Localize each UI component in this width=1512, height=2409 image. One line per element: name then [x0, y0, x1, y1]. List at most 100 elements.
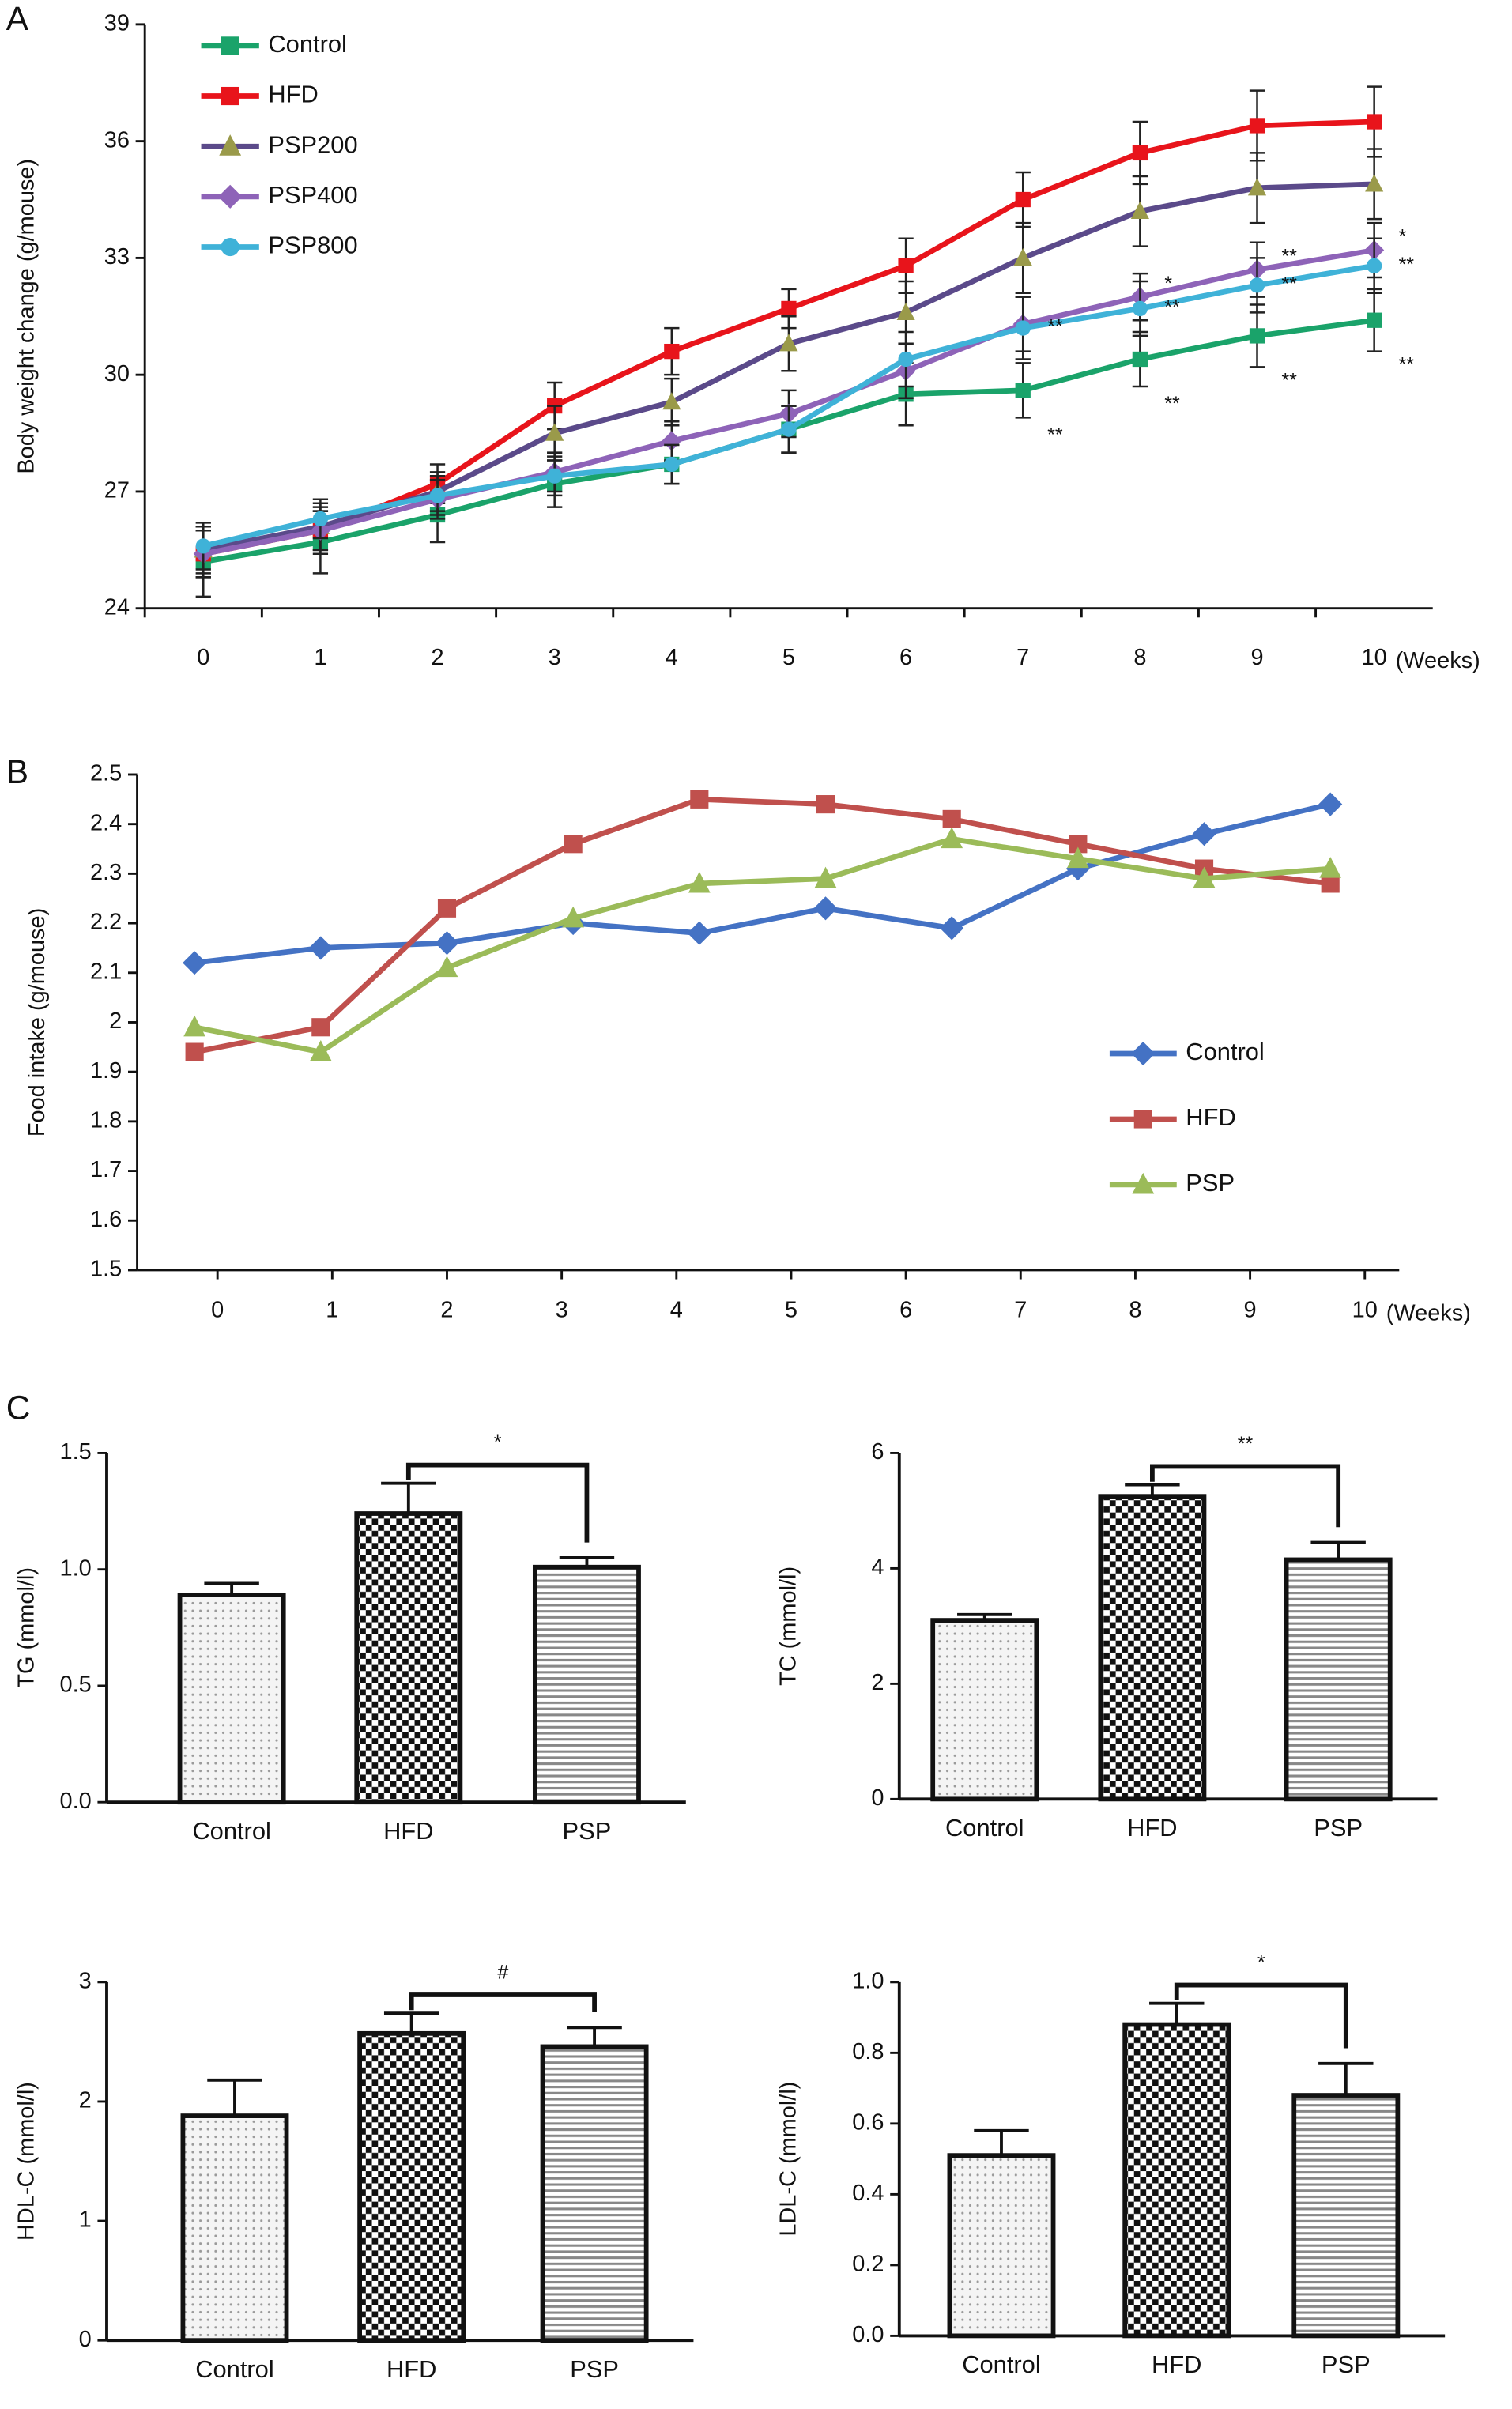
legend-label: PSP400 [268, 181, 357, 209]
y-tick-label: 2.3 [90, 860, 122, 885]
bar [1122, 2022, 1231, 2339]
marker [662, 392, 681, 410]
marker [1015, 383, 1031, 398]
marker [221, 36, 239, 55]
bar [1291, 2093, 1401, 2339]
bar [1098, 1494, 1207, 1802]
bar [354, 1511, 463, 1805]
x-axis-label: (Weeks) [1396, 648, 1480, 673]
error-bar [1310, 1540, 1366, 1560]
y-tick-label: 2.1 [90, 959, 122, 984]
y-axis-label: Body weight change (g/mouse) [13, 159, 39, 474]
panel-label: A [6, 0, 29, 37]
y-tick-label: 33 [104, 244, 130, 270]
marker [1318, 792, 1343, 816]
x-tick-label: PSP [563, 1817, 612, 1845]
y-tick-label: 39 [104, 11, 130, 36]
x-tick-label: 2 [440, 1298, 453, 1323]
bar [177, 1593, 286, 1805]
marker [183, 951, 207, 975]
x-tick-label: 9 [1244, 1298, 1257, 1323]
y-tick-label: 0.8 [852, 2039, 884, 2064]
marker [1132, 300, 1148, 317]
y-tick-label: 3 [79, 1968, 92, 1993]
significance-bracket [1174, 1982, 1348, 2049]
error-bar [1149, 2001, 1205, 2025]
significance-label: * [494, 1431, 502, 1453]
legend-label: PSP800 [268, 232, 357, 259]
x-tick-label: 10 [1362, 645, 1387, 670]
error-bar [974, 2128, 1029, 2156]
series-line [194, 836, 1331, 1055]
marker [311, 1018, 330, 1037]
marker [1133, 1110, 1152, 1129]
marker [781, 421, 797, 437]
marker [436, 956, 458, 978]
x-tick-label: 7 [1014, 1298, 1027, 1323]
marker [309, 1040, 332, 1061]
y-tick-label: 1.0 [59, 1555, 91, 1581]
marker [781, 300, 797, 317]
bar [532, 1564, 641, 1805]
marker [1249, 118, 1265, 134]
significance-label: ** [1164, 393, 1180, 415]
marker [547, 468, 563, 484]
x-tick-label: 5 [785, 1298, 797, 1323]
y-axis-label: TG (mmol/l) [13, 1567, 39, 1688]
marker [308, 936, 333, 960]
y-tick-label: 6 [871, 1439, 884, 1465]
y-tick-label: 30 [104, 361, 130, 386]
marker [562, 906, 585, 928]
x-tick-label: 0 [197, 645, 209, 670]
error-bar [207, 2078, 262, 2117]
y-tick-label: 1.5 [59, 1439, 91, 1465]
series-line [194, 801, 1331, 966]
marker [898, 351, 914, 368]
marker [1247, 178, 1267, 196]
x-tick-label: 1 [314, 645, 326, 670]
legend-label: HFD [1186, 1103, 1235, 1131]
marker [1249, 328, 1265, 344]
y-tick-label: 0 [871, 1785, 884, 1811]
significance-label: ** [1399, 254, 1415, 276]
x-tick-label: 5 [782, 645, 795, 670]
y-axis-label: TC (mmol/l) [776, 1566, 801, 1686]
y-tick-label: 2 [79, 2088, 92, 2113]
y-tick-label: 1.7 [90, 1157, 122, 1182]
y-tick-label: 2.2 [90, 910, 122, 935]
significance-label: ** [1399, 354, 1415, 376]
x-tick-label: 3 [556, 1298, 568, 1323]
error-bar [1318, 2061, 1374, 2096]
y-tick-label: 2 [109, 1008, 122, 1034]
x-tick-label: 0 [211, 1298, 224, 1323]
y-axis-label: HDL-C (mmol/l) [13, 2082, 39, 2241]
y-tick-label: 0.4 [852, 2181, 884, 2206]
marker [1319, 857, 1342, 878]
x-tick-label: HFD [383, 1817, 433, 1845]
legend-label: Control [268, 30, 346, 58]
y-tick-label: 0 [79, 2327, 92, 2352]
bar [930, 1618, 1039, 1802]
x-tick-label: PSP [1314, 1814, 1363, 1842]
y-tick-label: 1.6 [90, 1207, 122, 1232]
x-axis-label: (Weeks) [1386, 1301, 1471, 1326]
marker [1132, 1172, 1155, 1194]
y-tick-label: 27 [104, 478, 130, 503]
significance-label: ** [1281, 245, 1297, 267]
marker [664, 343, 680, 360]
x-tick-label: HFD [386, 2355, 436, 2383]
x-tick-label: Control [945, 1814, 1024, 1842]
marker [898, 258, 914, 273]
marker [816, 795, 835, 814]
bar [180, 2113, 289, 2343]
panel-label: C [6, 1389, 31, 1427]
error-bar [383, 2011, 439, 2034]
x-tick-label: 6 [899, 1298, 912, 1323]
marker [1365, 174, 1384, 192]
bar [1284, 1557, 1393, 1802]
x-tick-label: 3 [549, 645, 561, 670]
marker [185, 1042, 204, 1061]
error-bar [567, 2026, 622, 2047]
x-tick-label: 8 [1129, 1298, 1141, 1323]
